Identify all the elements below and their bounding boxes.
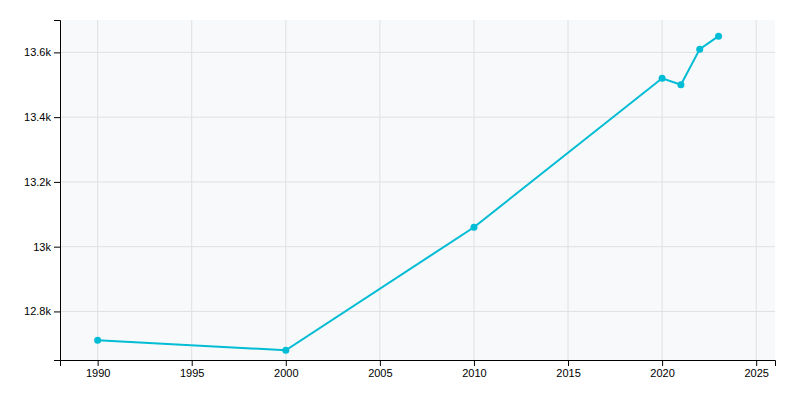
- y-tick-mark: [54, 182, 60, 183]
- chart-svg: 1990 1995 2000 2005 2010 2015 2020 2025 12.8k 13k…: [0, 0, 800, 400]
- y-tick-mark: [54, 117, 60, 118]
- y-tick: 13.2k: [24, 176, 60, 188]
- x-tick-label: 2020: [650, 367, 674, 379]
- x-tick-label: 2005: [368, 367, 392, 379]
- point: [659, 75, 666, 82]
- x-grid-line: [191, 20, 192, 360]
- y-tick-mark: [54, 247, 60, 248]
- x-axis: 1990 1995 2000 2005 2010 2015 2020 2025: [61, 360, 776, 379]
- x-tick: 2020: [650, 360, 674, 379]
- x-tick-mark: [380, 360, 381, 366]
- y-tick: 13k: [33, 241, 60, 253]
- y-grid-line: [60, 52, 775, 53]
- x-tick: 2010: [462, 360, 486, 379]
- x-grid-line: [756, 20, 757, 360]
- line: [98, 36, 719, 350]
- x-tick: 1990: [86, 360, 110, 379]
- y-grid-line: [60, 181, 775, 182]
- y-grid-line: [60, 117, 775, 118]
- point: [715, 33, 722, 40]
- x-grid-line: [662, 20, 663, 360]
- x-tick-mark: [568, 360, 569, 366]
- x-grid-line: [473, 20, 474, 360]
- x-tick-label: 2000: [274, 367, 298, 379]
- x-tick-mark: [474, 360, 475, 366]
- y-grid-line: [60, 246, 775, 247]
- x-grid-line: [97, 20, 98, 360]
- x-tick-mark: [98, 360, 99, 366]
- y-grid-line: [60, 311, 775, 312]
- y-tick-label: 13.4k: [24, 111, 51, 123]
- y-tick-mark: [54, 311, 60, 312]
- plot-area: 1990 1995 2000 2005 2010 2015 2020 2025 12.8k 13k…: [24, 20, 775, 379]
- x-tick-label: 2025: [744, 367, 768, 379]
- y-tick: 13.4k: [24, 111, 60, 123]
- y-tick-label: 12.8k: [24, 305, 51, 317]
- y-tick-label: 13k: [33, 241, 51, 253]
- x-tick-mark: [192, 360, 193, 366]
- point: [282, 347, 289, 354]
- y-tick: 12.8k: [24, 305, 60, 317]
- point: [677, 81, 684, 88]
- point: [470, 224, 477, 231]
- x-tick-label: 1990: [86, 367, 110, 379]
- x-tick-label: 1995: [180, 367, 204, 379]
- x-tick-mark: [286, 360, 287, 366]
- x-tick: 2005: [368, 360, 392, 379]
- y-tick-label: 13.6k: [24, 46, 51, 58]
- point: [696, 46, 703, 53]
- x-tick: 1995: [180, 360, 204, 379]
- x-tick: 2025: [744, 360, 768, 379]
- data-marks: [94, 33, 722, 354]
- x-grid-line: [379, 20, 380, 360]
- chart-container: 1990 1995 2000 2005 2010 2015 2020 2025 12.8k 13k…: [0, 0, 800, 400]
- y-axis: 12.8k 13k 13.2k 13.4k 13.6k: [24, 21, 60, 361]
- plot-background: [60, 20, 775, 360]
- point: [94, 337, 101, 344]
- x-tick: 2000: [274, 360, 298, 379]
- x-tick-label: 2010: [462, 367, 486, 379]
- y-tick: 13.6k: [24, 46, 60, 58]
- grid: [60, 20, 775, 360]
- x-tick-mark: [662, 360, 663, 366]
- x-axis-line: [61, 361, 776, 367]
- x-grid-line: [285, 20, 286, 360]
- y-tick-label: 13.2k: [24, 176, 51, 188]
- x-tick-mark: [756, 360, 757, 366]
- y-tick-mark: [54, 52, 60, 53]
- x-tick: 2015: [556, 360, 580, 379]
- x-tick-label: 2015: [556, 367, 580, 379]
- y-axis-line: [54, 21, 61, 361]
- x-grid-line: [568, 20, 569, 360]
